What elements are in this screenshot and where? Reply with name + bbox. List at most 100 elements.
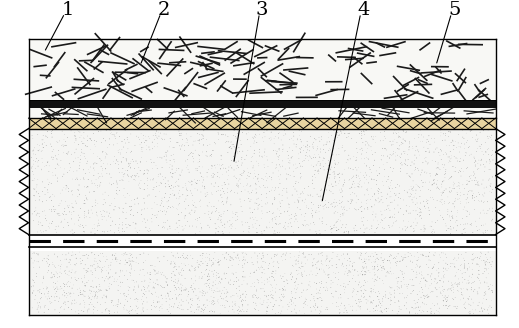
Point (416, 200, 425, 206)
Point (86, 135, 94, 141)
Point (198, 132, 206, 137)
Point (254, 172, 263, 177)
Point (154, 209, 162, 214)
Point (275, 265, 283, 270)
Point (247, 210, 255, 215)
Point (85, 170, 93, 175)
Point (124, 137, 132, 142)
Point (394, 275, 402, 280)
Point (98, 212, 106, 217)
Point (130, 287, 138, 292)
Point (170, 193, 178, 198)
Point (466, 174, 474, 179)
Point (137, 145, 145, 151)
Point (298, 189, 307, 195)
Point (130, 288, 138, 293)
Point (317, 188, 325, 193)
Point (162, 279, 170, 285)
Point (212, 289, 220, 294)
Point (216, 166, 225, 171)
Point (283, 149, 291, 154)
Point (182, 194, 190, 199)
Point (123, 172, 131, 177)
Point (112, 279, 120, 284)
Point (407, 291, 416, 297)
Point (162, 299, 170, 304)
Point (350, 267, 359, 273)
Point (434, 266, 443, 271)
Point (86, 190, 94, 195)
Point (121, 128, 129, 133)
Point (214, 215, 223, 220)
Point (151, 285, 159, 290)
Point (201, 290, 210, 296)
Point (59, 144, 67, 149)
Point (321, 150, 330, 155)
Point (380, 266, 389, 271)
Point (49, 157, 57, 162)
Point (417, 252, 425, 257)
Point (48, 144, 56, 149)
Point (220, 211, 228, 216)
Point (119, 178, 127, 183)
Point (438, 184, 446, 190)
Point (356, 250, 364, 256)
Point (296, 146, 304, 151)
Point (223, 289, 231, 295)
Point (178, 253, 186, 258)
Point (214, 188, 222, 193)
Point (364, 298, 372, 304)
Point (60, 172, 68, 177)
Point (318, 219, 326, 224)
Point (416, 289, 424, 294)
Point (280, 186, 288, 191)
Point (481, 258, 489, 264)
Point (324, 275, 333, 280)
Point (80, 300, 89, 305)
Point (404, 250, 412, 256)
Point (340, 287, 349, 292)
Point (153, 282, 161, 287)
Point (471, 163, 480, 168)
Point (364, 268, 372, 274)
Point (322, 263, 331, 268)
Point (248, 260, 256, 265)
Point (481, 191, 489, 196)
Point (309, 303, 318, 309)
Point (276, 221, 284, 226)
Point (249, 222, 257, 228)
Point (239, 257, 248, 262)
Point (141, 257, 149, 263)
Point (339, 212, 347, 217)
Point (362, 201, 371, 206)
Point (218, 199, 227, 204)
Point (240, 278, 248, 283)
Point (443, 295, 451, 300)
Point (479, 193, 487, 198)
Point (470, 251, 478, 256)
Point (36, 287, 44, 292)
Point (409, 195, 417, 200)
Point (82, 223, 90, 228)
Point (31, 176, 39, 181)
Point (442, 255, 450, 260)
Point (320, 167, 328, 173)
Point (331, 289, 339, 294)
Point (199, 291, 207, 296)
Point (377, 255, 385, 260)
Point (175, 223, 184, 228)
Point (258, 211, 267, 216)
Point (103, 288, 111, 293)
Point (384, 269, 392, 274)
Point (183, 286, 191, 292)
Point (384, 174, 392, 179)
Point (45, 262, 53, 267)
Point (147, 303, 156, 308)
Point (268, 269, 277, 274)
Point (94, 263, 102, 269)
Point (140, 216, 148, 221)
Point (405, 187, 413, 193)
Point (213, 226, 221, 232)
Point (72, 300, 80, 305)
Point (449, 182, 457, 187)
